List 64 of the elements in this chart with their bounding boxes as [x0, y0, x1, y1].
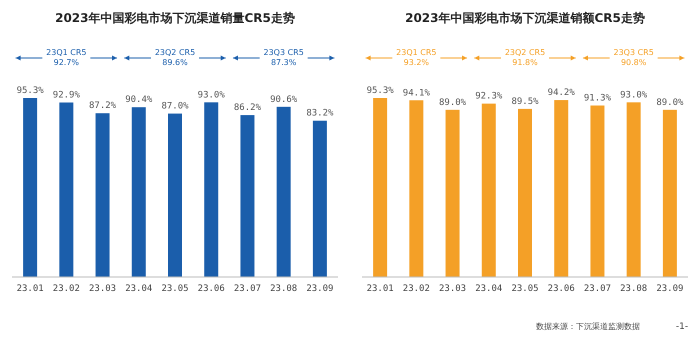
x-tick-label: 23.06 — [198, 284, 225, 294]
bar — [409, 100, 424, 277]
bar — [662, 110, 677, 277]
x-tick-label: 23.05 — [161, 284, 189, 294]
data-label: 87.2% — [89, 101, 117, 112]
text: 23Q2 CR5 91.8% — [504, 48, 546, 67]
x-tick-label: 23.09 — [306, 284, 334, 294]
bar — [59, 102, 74, 277]
x-tick-label: 23.01 — [16, 284, 44, 294]
data-label: 92.3% — [475, 92, 503, 102]
data-label: 87.0% — [161, 102, 190, 112]
data-label: 94.1% — [402, 88, 430, 98]
data-label: 92.9% — [52, 90, 80, 101]
bar — [518, 108, 532, 277]
text: 23Q3 CR5 90.8% — [613, 48, 654, 67]
x-tick-label: 23.04 — [475, 284, 502, 294]
x-tick-label: 23.03 — [89, 284, 116, 294]
bar — [132, 107, 146, 277]
source-note: 数据来源：下沉渠道监测数据 — [536, 322, 640, 331]
bar — [482, 104, 496, 277]
data-label: 91.3% — [584, 94, 612, 104]
data-label: 93.0% — [620, 90, 648, 100]
x-tick-label: 23.04 — [125, 284, 152, 294]
text: 23Q2 CR5 89.6% — [154, 48, 196, 67]
x-tick-label: 23.07 — [234, 284, 261, 294]
x-tick-label: 23.05 — [511, 284, 539, 294]
chart-title: 2023年中国彩电市场下沉渠道销量CR5走势 — [55, 11, 295, 25]
x-tick-label: 23.02 — [52, 284, 80, 294]
x-tick-label: 23.08 — [270, 284, 298, 294]
bar — [240, 115, 254, 277]
data-label: 93.0% — [198, 90, 226, 100]
bar — [590, 106, 604, 277]
data-label: 90.6% — [270, 94, 298, 105]
bar — [276, 106, 291, 277]
data-label: 89.0% — [656, 98, 684, 108]
bar — [312, 120, 327, 277]
x-tick-label: 23.01 — [366, 284, 394, 294]
bar — [554, 100, 568, 277]
data-label: 89.0% — [439, 98, 467, 108]
bar — [373, 98, 388, 277]
data-label: 89.5% — [511, 96, 540, 107]
bar — [626, 102, 641, 277]
x-tick-label: 23.06 — [548, 284, 575, 294]
text: 23Q3 CR5 87.3% — [263, 48, 304, 67]
bar — [96, 113, 110, 277]
text: 23Q1 CR5 92.7% — [46, 48, 87, 67]
bar — [168, 114, 182, 277]
x-tick-label: 23.02 — [402, 284, 430, 294]
x-tick-label: 23.07 — [584, 284, 611, 294]
data-label: 83.2% — [306, 108, 334, 119]
text: -1- — [676, 322, 688, 332]
chart-title: 2023年中国彩电市场下沉渠道销额CR5走势 — [405, 11, 645, 25]
bar — [204, 102, 218, 277]
bar — [446, 110, 460, 277]
data-label: 94.2% — [548, 88, 576, 98]
data-label: 95.3% — [16, 86, 44, 96]
text: 23Q1 CR5 93.2% — [396, 48, 437, 67]
data-label: 86.2% — [234, 103, 262, 114]
data-label: 95.3% — [366, 86, 394, 96]
x-tick-label: 23.09 — [656, 284, 684, 294]
x-tick-label: 23.03 — [439, 284, 466, 294]
x-tick-label: 23.08 — [620, 284, 648, 294]
data-label: 90.4% — [125, 95, 153, 106]
bar — [23, 98, 38, 277]
